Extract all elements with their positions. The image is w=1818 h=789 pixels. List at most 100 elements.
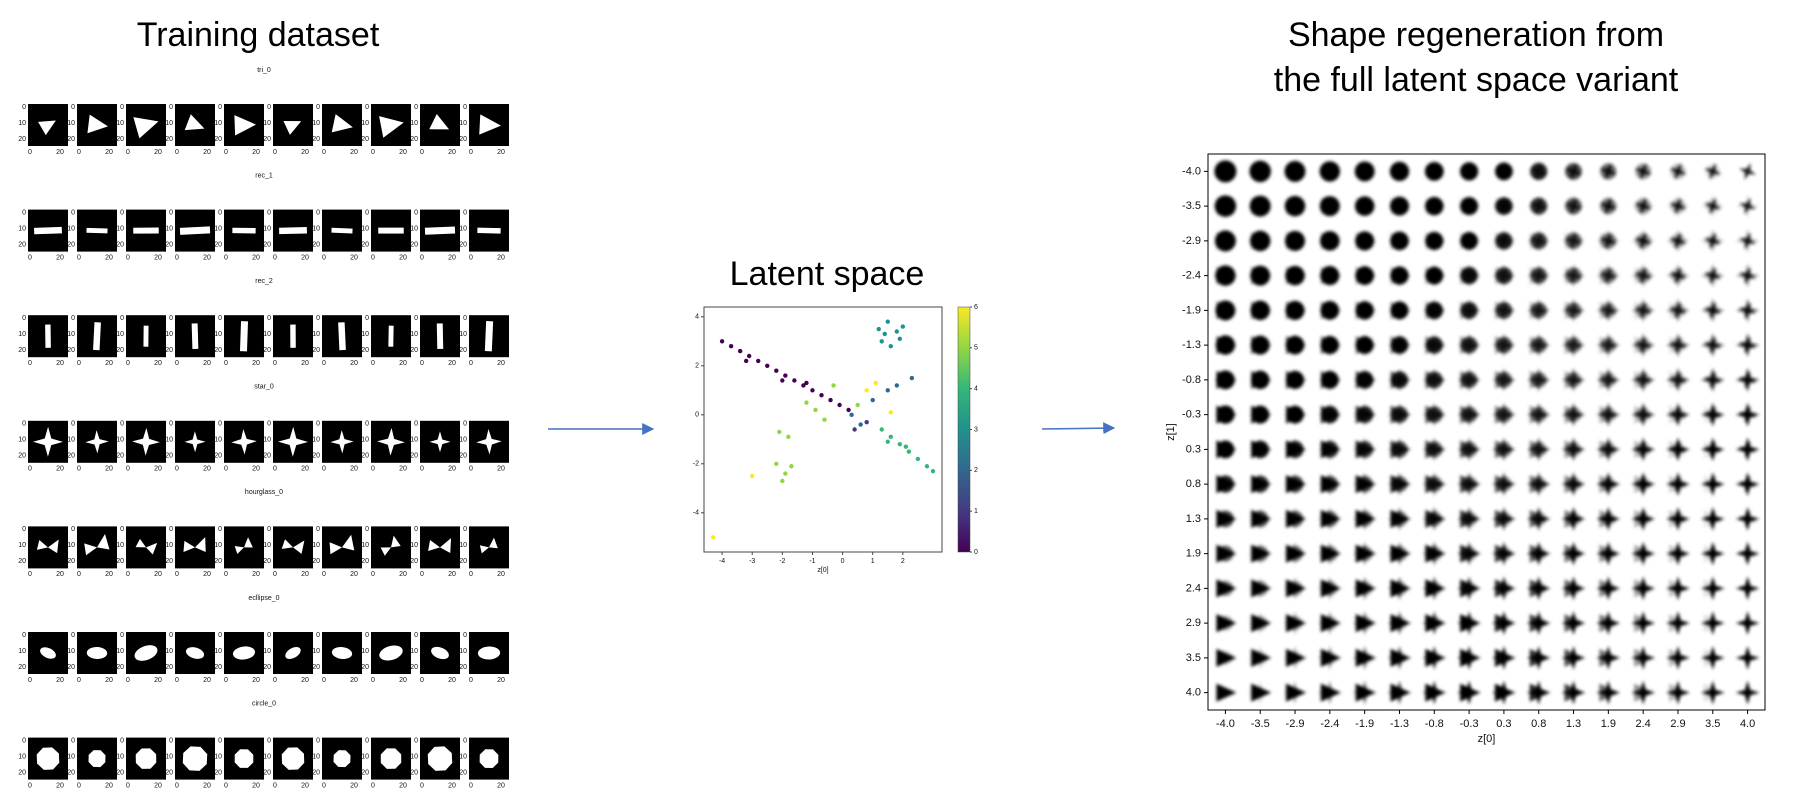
point [786,434,791,440]
regen-cell [1700,194,1725,219]
x-tick-label: 20 [56,254,64,261]
blob [1669,649,1687,667]
blob [1495,371,1513,389]
regen-cell [1283,333,1307,358]
regen-cell [1284,160,1306,182]
y-tick-label: 10 [312,542,320,549]
y-tick-label: 10 [459,120,467,127]
blob [1356,614,1374,632]
octagon [36,747,60,770]
regen-cell [1317,611,1342,636]
y-tick-label: 10 [18,437,26,444]
x-tick-label: 0 [224,360,228,367]
y-tick-label: 10 [18,331,26,338]
blob [1634,301,1652,319]
blob [1251,406,1269,424]
x-tick-label: 0 [371,360,375,367]
regen-cell [1735,506,1760,531]
y-tick-label: -2.4 [1182,270,1201,282]
regen-cell [1735,541,1760,566]
x-tick-label: 0 [77,782,81,789]
y-tick-label: 0 [71,737,75,744]
y-tick-label: 10 [459,753,467,760]
shape [184,114,205,131]
regen-cell [1735,194,1760,219]
y-tick-label: 10 [116,648,124,655]
x-tick-label: 0 [420,782,424,789]
shape [477,646,501,660]
regen-cell [1666,437,1690,462]
y-tick-label: 0 [218,104,222,111]
blob [1321,336,1339,354]
regen-cell [1390,196,1411,216]
x-tick-label: 20 [56,677,64,684]
regen-cell [1491,437,1516,462]
x-tick-label: 20 [203,466,211,473]
y-tick-label: 0 [463,737,467,744]
blob [1669,510,1687,528]
y-tick-label: 10 [410,648,418,655]
regen-cell [1735,333,1760,358]
octagon [88,750,106,768]
blob [1391,510,1408,528]
x-tick-label: 0.3 [1496,718,1511,730]
x-tick-label: 0 [28,677,32,684]
shape [234,115,257,136]
y-tick-label: 0 [463,104,467,111]
regen-cell [1215,335,1237,355]
blob [1460,232,1478,250]
y-tick-label: 10 [165,331,173,338]
blob [1321,475,1339,493]
y-tick-label: 0 [169,209,173,216]
regen-cell [1526,541,1551,566]
y-tick-label: 0 [365,104,369,111]
x-tick-label: 0 [126,571,130,578]
y-tick-label: 20 [214,453,222,460]
regen-cell [1735,402,1760,427]
regen-cell [1248,402,1273,427]
regen-images [1214,160,1760,705]
octagon [333,750,351,768]
x-tick-label: 20 [56,466,64,473]
y-tick-label: 10 [410,542,418,549]
shape [183,537,206,553]
blob [1526,680,1551,705]
x-tick-label: 20 [399,571,407,578]
blob [1530,301,1548,319]
regen-cell [1352,263,1377,288]
regen-cell [1700,298,1725,323]
blob [1530,406,1548,424]
regen-cell [1457,472,1482,497]
bar [133,227,159,234]
regen-cell [1491,472,1516,497]
regen-cell [1422,367,1447,392]
blob [1321,406,1339,424]
x-tick-label: 0 [273,149,277,156]
y-tick-label: 10 [459,648,467,655]
blob [1460,440,1478,458]
regen-cell [1666,402,1690,427]
x-tick-label: 0 [126,466,130,473]
regen-cell [1283,611,1307,636]
shape [484,321,494,352]
shape [179,226,211,235]
blob [1216,509,1237,528]
point [885,439,890,444]
regen-title-line: Shape regeneration from [1288,16,1664,54]
y-tick-label: 20 [165,664,173,671]
blob [1352,680,1377,705]
bar [338,322,346,351]
blob [1735,680,1760,705]
shape [329,534,355,555]
regen-cell [1561,402,1586,427]
y-tick-label: 0 [267,526,271,533]
y-axis-label: z[1] [1165,423,1177,441]
blob [1669,301,1687,319]
y-tick-label: 0 [316,632,320,639]
y-tick-label: 10 [361,648,369,655]
y-tick-label: 10 [312,753,320,760]
x-tick-label: -2.4 [1320,718,1339,730]
regen-cell [1735,437,1760,462]
y-tick-label: 2.9 [1186,617,1201,629]
regen-cell [1634,162,1652,180]
